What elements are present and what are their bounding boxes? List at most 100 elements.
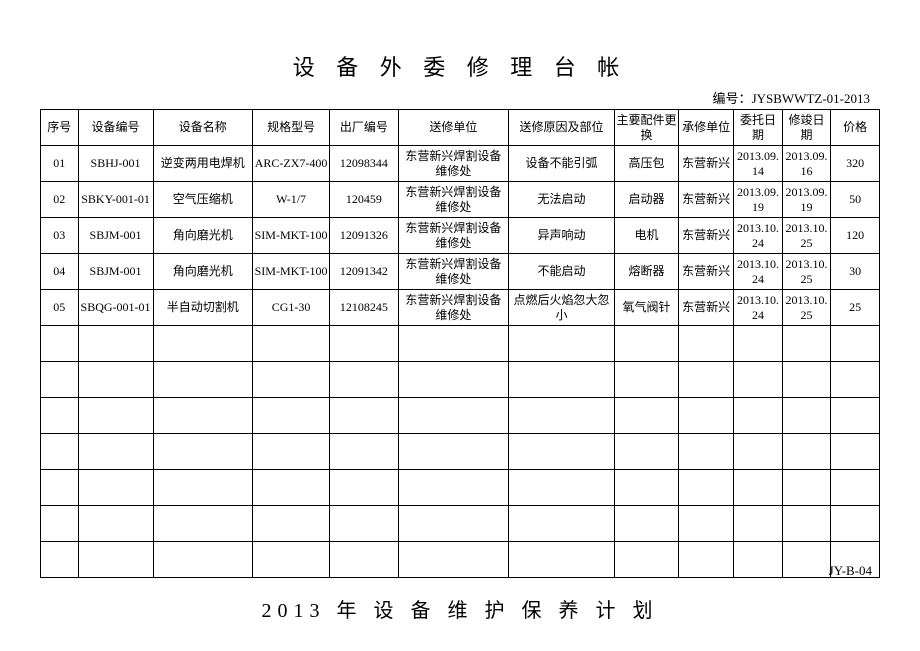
- doc-number: 编号：JYSBWWTZ-01-2013: [40, 88, 880, 107]
- table-cell: W-1/7: [252, 182, 329, 218]
- table-header-cell: 送修单位: [398, 110, 508, 146]
- table-cell: 120: [831, 218, 880, 254]
- table-cell: 熔断器: [615, 254, 679, 290]
- table-cell: 点燃后火焰忽大忽小: [509, 290, 615, 326]
- table-cell: 02: [41, 182, 79, 218]
- table-cell: [41, 362, 79, 398]
- table-cell: 氧气阀针: [615, 290, 679, 326]
- table-cell: [679, 326, 734, 362]
- table-cell: 东营新兴焊割设备维修处: [398, 146, 508, 182]
- table-cell: 异声响动: [509, 218, 615, 254]
- table-cell: [398, 506, 508, 542]
- table-cell: 无法启动: [509, 182, 615, 218]
- table-cell: [734, 506, 783, 542]
- table-cell: [330, 506, 398, 542]
- table-cell: 角向磨光机: [153, 254, 252, 290]
- table-cell: [831, 326, 880, 362]
- table-cell: [782, 434, 831, 470]
- table-cell: [734, 398, 783, 434]
- table-cell: [782, 326, 831, 362]
- table-cell: 角向磨光机: [153, 218, 252, 254]
- table-cell: [41, 542, 79, 578]
- table-header-cell: 规格型号: [252, 110, 329, 146]
- table-cell: [831, 398, 880, 434]
- table-cell: [509, 398, 615, 434]
- table-cell: [509, 434, 615, 470]
- table-cell: 2013.09.19: [782, 182, 831, 218]
- table-cell: 2013.10.25: [782, 254, 831, 290]
- table-cell: [78, 470, 153, 506]
- table-cell: [615, 362, 679, 398]
- table-cell: 05: [41, 290, 79, 326]
- table-cell: [398, 542, 508, 578]
- doc-number-value: JYSBWWTZ-01-2013: [752, 91, 870, 106]
- table-cell: 2013.10.25: [782, 290, 831, 326]
- table-cell: 2013.10.25: [782, 218, 831, 254]
- table-cell: [330, 326, 398, 362]
- table-row: [41, 470, 880, 506]
- table-cell: SIM-MKT-100: [252, 254, 329, 290]
- table-cell: [78, 506, 153, 542]
- table-header-row: 序号设备编号设备名称规格型号出厂编号送修单位送修原因及部位主要配件更换承修单位委…: [41, 110, 880, 146]
- table-cell: [153, 398, 252, 434]
- table-cell: [782, 470, 831, 506]
- table-cell: 12098344: [330, 146, 398, 182]
- table-cell: [252, 542, 329, 578]
- table-cell: [252, 326, 329, 362]
- table-cell: SBQG-001-01: [78, 290, 153, 326]
- table-cell: [782, 398, 831, 434]
- table-cell: [398, 470, 508, 506]
- table-cell: [615, 470, 679, 506]
- table-cell: 2013.10.24: [734, 290, 783, 326]
- table-row: [41, 326, 880, 362]
- table-cell: [782, 542, 831, 578]
- table-cell: 东营新兴焊割设备维修处: [398, 218, 508, 254]
- table-cell: 电机: [615, 218, 679, 254]
- table-cell: [782, 506, 831, 542]
- table-cell: 320: [831, 146, 880, 182]
- table-header-cell: 设备名称: [153, 110, 252, 146]
- table-header-cell: 送修原因及部位: [509, 110, 615, 146]
- table-cell: [734, 434, 783, 470]
- table-cell: 东营新兴: [679, 290, 734, 326]
- table-cell: 东营新兴: [679, 182, 734, 218]
- table-cell: 不能启动: [509, 254, 615, 290]
- table-row: 03SBJM-001角向磨光机SIM-MKT-10012091326东营新兴焊割…: [41, 218, 880, 254]
- table-cell: [679, 434, 734, 470]
- table-cell: [252, 506, 329, 542]
- table-cell: CG1-30: [252, 290, 329, 326]
- table-cell: [153, 326, 252, 362]
- table-cell: [252, 470, 329, 506]
- table-cell: [41, 506, 79, 542]
- table-header-cell: 修竣日期: [782, 110, 831, 146]
- table-cell: 东营新兴: [679, 146, 734, 182]
- table-cell: [153, 542, 252, 578]
- table-cell: 东营新兴焊割设备维修处: [398, 290, 508, 326]
- table-cell: [41, 398, 79, 434]
- table-cell: [831, 362, 880, 398]
- table-cell: 2013.10.24: [734, 254, 783, 290]
- table-cell: 东营新兴焊割设备维修处: [398, 182, 508, 218]
- table-cell: 120459: [330, 182, 398, 218]
- table-cell: [679, 470, 734, 506]
- table-cell: [153, 434, 252, 470]
- table-cell: ARC-ZX7-400: [252, 146, 329, 182]
- table-header-cell: 出厂编号: [330, 110, 398, 146]
- table-cell: 高压包: [615, 146, 679, 182]
- table-cell: [782, 362, 831, 398]
- table-cell: 2013.09.16: [782, 146, 831, 182]
- table-header-cell: 主要配件更换: [615, 110, 679, 146]
- table-cell: 设备不能引弧: [509, 146, 615, 182]
- table-cell: 04: [41, 254, 79, 290]
- table-header-cell: 序号: [41, 110, 79, 146]
- table-cell: [78, 398, 153, 434]
- table-row: 02SBKY-001-01空气压缩机W-1/7120459东营新兴焊割设备维修处…: [41, 182, 880, 218]
- table-cell: [78, 542, 153, 578]
- table-cell: [153, 362, 252, 398]
- table-cell: 半自动切割机: [153, 290, 252, 326]
- table-row: 01SBHJ-001逆变两用电焊机ARC-ZX7-40012098344东营新兴…: [41, 146, 880, 182]
- table-cell: SBHJ-001: [78, 146, 153, 182]
- table-cell: [679, 542, 734, 578]
- table-cell: SBJM-001: [78, 254, 153, 290]
- table-row: 04SBJM-001角向磨光机SIM-MKT-10012091342东营新兴焊割…: [41, 254, 880, 290]
